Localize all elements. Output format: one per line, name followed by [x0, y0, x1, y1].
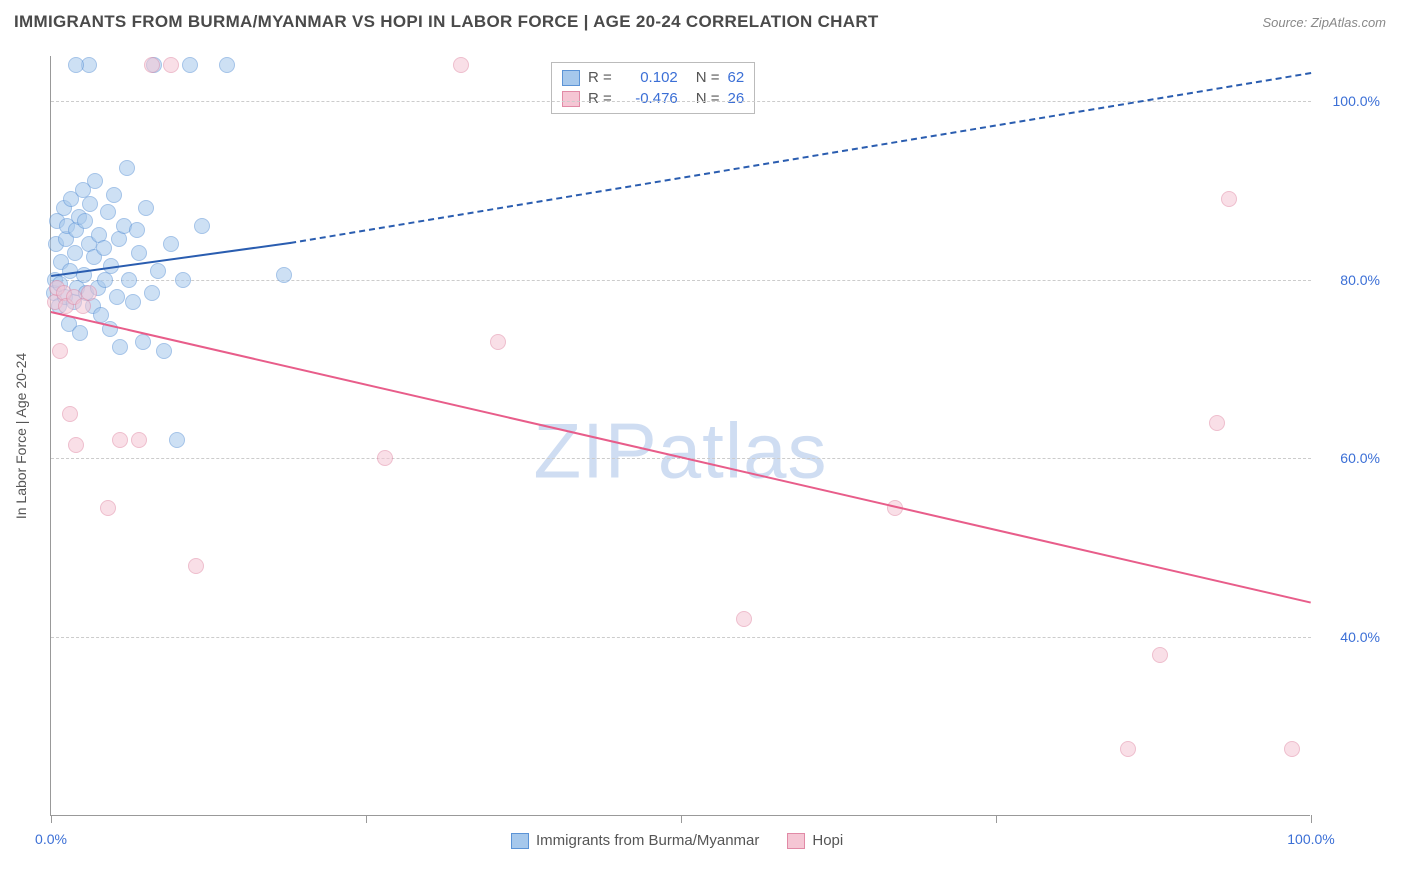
- data-point: [106, 187, 122, 203]
- data-point: [135, 334, 151, 350]
- r-value: -0.476: [620, 90, 678, 107]
- data-point: [175, 272, 191, 288]
- data-point: [131, 245, 147, 261]
- data-point: [81, 285, 97, 301]
- data-point: [219, 57, 235, 73]
- correlation-scatter-chart: In Labor Force | Age 20-24 ZIPatlas R =0…: [50, 56, 1390, 816]
- data-point: [1221, 191, 1237, 207]
- x-tick: [51, 815, 52, 823]
- data-point: [1209, 415, 1225, 431]
- data-point: [72, 325, 88, 341]
- data-point: [129, 222, 145, 238]
- data-point: [77, 213, 93, 229]
- data-point: [100, 204, 116, 220]
- series-legend: Immigrants from Burma/Myanmar Hopi: [511, 832, 843, 849]
- data-point: [68, 57, 84, 73]
- y-axis-label: In Labor Force | Age 20-24: [13, 352, 29, 518]
- gridline: [51, 101, 1311, 102]
- data-point: [163, 57, 179, 73]
- trend-line: [290, 72, 1311, 244]
- correlation-legend: R = 0.102 N = 62 R = -0.476 N = 26: [551, 62, 755, 114]
- legend-swatch: [562, 91, 580, 107]
- data-point: [119, 160, 135, 176]
- data-point: [109, 289, 125, 305]
- data-point: [736, 611, 752, 627]
- x-tick: [681, 815, 682, 823]
- data-point: [121, 272, 137, 288]
- data-point: [144, 57, 160, 73]
- data-point: [96, 240, 112, 256]
- legend-stat-row: R = -0.476 N = 26: [562, 88, 744, 109]
- x-tick: [366, 815, 367, 823]
- data-point: [188, 558, 204, 574]
- data-point: [112, 432, 128, 448]
- n-label: N =: [696, 90, 720, 107]
- plot-region: In Labor Force | Age 20-24 ZIPatlas R =0…: [50, 56, 1310, 816]
- data-point: [138, 200, 154, 216]
- r-label: R =: [588, 69, 612, 86]
- data-point: [52, 343, 68, 359]
- data-point: [453, 57, 469, 73]
- data-point: [182, 57, 198, 73]
- y-tick-label: 80.0%: [1320, 272, 1380, 288]
- n-label: N =: [696, 69, 720, 86]
- data-point: [1152, 647, 1168, 663]
- data-point: [112, 339, 128, 355]
- data-point: [131, 432, 147, 448]
- legend-swatch: [511, 833, 529, 849]
- data-point: [68, 437, 84, 453]
- data-point: [1120, 741, 1136, 757]
- trend-line: [51, 311, 1311, 604]
- data-point: [1284, 741, 1300, 757]
- x-tick: [1311, 815, 1312, 823]
- legend-swatch: [787, 833, 805, 849]
- y-tick-label: 100.0%: [1320, 93, 1380, 109]
- x-tick: [996, 815, 997, 823]
- watermark: ZIPatlas: [533, 405, 827, 496]
- data-point: [276, 267, 292, 283]
- data-point: [100, 500, 116, 516]
- gridline: [51, 637, 1311, 638]
- legend-item: Immigrants from Burma/Myanmar: [511, 832, 759, 849]
- data-point: [62, 406, 78, 422]
- legend-item: Hopi: [787, 832, 843, 849]
- legend-stat-row: R = 0.102 N = 62: [562, 67, 744, 88]
- data-point: [194, 218, 210, 234]
- data-point: [87, 173, 103, 189]
- n-value: 26: [728, 90, 745, 107]
- gridline: [51, 280, 1311, 281]
- x-tick-label: 0.0%: [35, 831, 67, 847]
- series-name: Hopi: [812, 832, 843, 849]
- data-point: [169, 432, 185, 448]
- series-name: Immigrants from Burma/Myanmar: [536, 832, 759, 849]
- r-value: 0.102: [620, 69, 678, 86]
- y-tick-label: 60.0%: [1320, 450, 1380, 466]
- x-tick-label: 100.0%: [1287, 831, 1334, 847]
- data-point: [82, 196, 98, 212]
- source-attribution: Source: ZipAtlas.com: [1262, 15, 1386, 30]
- n-value: 62: [728, 69, 745, 86]
- data-point: [125, 294, 141, 310]
- data-point: [150, 263, 166, 279]
- data-point: [163, 236, 179, 252]
- y-tick-label: 40.0%: [1320, 629, 1380, 645]
- data-point: [490, 334, 506, 350]
- r-label: R =: [588, 90, 612, 107]
- data-point: [377, 450, 393, 466]
- data-point: [144, 285, 160, 301]
- legend-swatch: [562, 70, 580, 86]
- data-point: [156, 343, 172, 359]
- chart-title: IMMIGRANTS FROM BURMA/MYANMAR VS HOPI IN…: [14, 12, 879, 32]
